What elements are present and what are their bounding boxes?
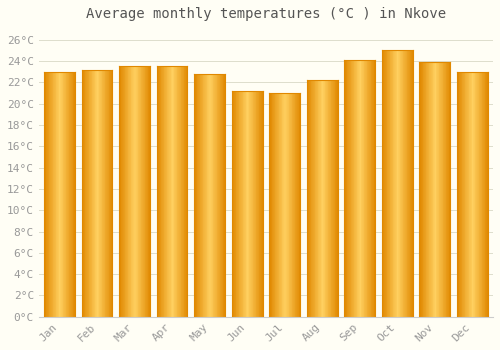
Title: Average monthly temperatures (°C ) in Nkove: Average monthly temperatures (°C ) in Nk…: [86, 7, 446, 21]
